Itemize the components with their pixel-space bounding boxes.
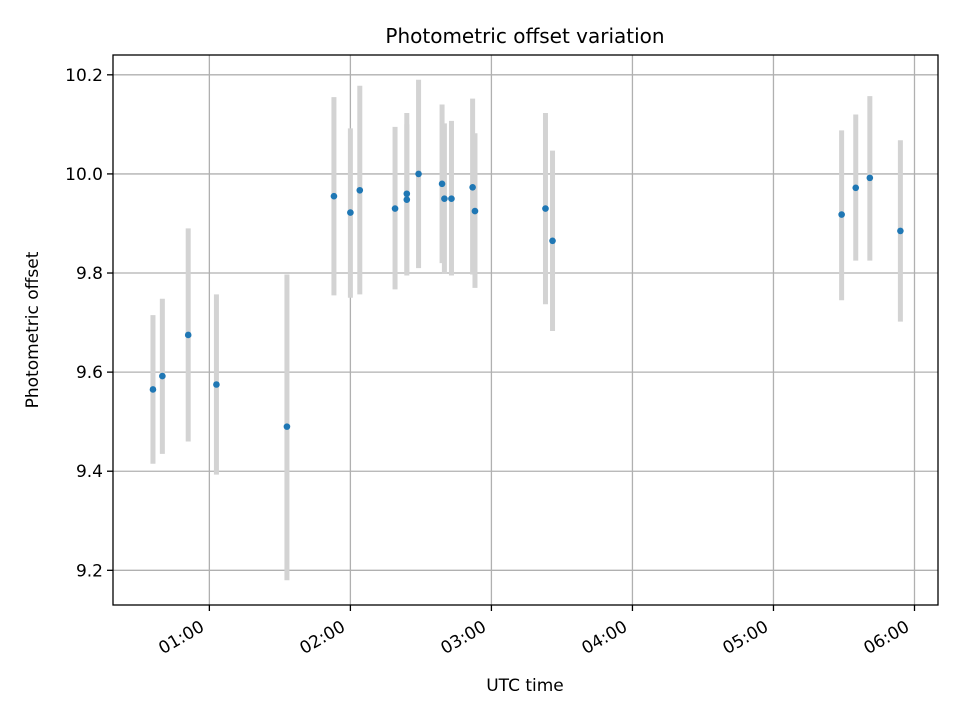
data-point bbox=[391, 205, 399, 212]
data-point bbox=[283, 423, 291, 430]
data-point bbox=[897, 227, 904, 235]
x-axis-title: UTC time bbox=[486, 676, 564, 696]
grid bbox=[113, 55, 938, 605]
data-point bbox=[852, 184, 860, 192]
y-axis: 9.2 9.4 9.6 9.8 10.0 10.2 bbox=[65, 66, 113, 581]
data-point bbox=[438, 180, 446, 188]
data-point bbox=[549, 237, 556, 245]
y-axis-title: Photometric offset bbox=[23, 251, 43, 408]
data-point bbox=[213, 381, 220, 388]
y-tick-label: 9.8 bbox=[76, 264, 103, 284]
y-tick-label: 9.4 bbox=[76, 462, 103, 482]
data-point bbox=[448, 195, 455, 202]
data-point bbox=[330, 192, 338, 200]
data-point bbox=[403, 196, 411, 203]
y-tick-label: 9.2 bbox=[76, 561, 103, 581]
data-point bbox=[159, 372, 166, 380]
data-point bbox=[347, 209, 354, 216]
data-point bbox=[471, 207, 479, 215]
data-point bbox=[469, 183, 476, 191]
plot-frame bbox=[112, 54, 939, 606]
y-tick-label: 10.0 bbox=[65, 165, 103, 185]
data-markers bbox=[149, 170, 904, 430]
y-tick-label: 9.6 bbox=[76, 363, 103, 383]
y-tick-label: 10.2 bbox=[65, 66, 103, 86]
data-point bbox=[838, 211, 845, 218]
data-point bbox=[441, 195, 448, 202]
data-point bbox=[356, 186, 364, 194]
data-point bbox=[403, 190, 411, 198]
data-point bbox=[184, 331, 192, 339]
plot-area bbox=[113, 55, 938, 605]
chart-title: Photometric offset variation bbox=[385, 24, 664, 48]
data-point bbox=[149, 386, 157, 393]
data-point bbox=[866, 174, 874, 182]
data-point bbox=[542, 205, 549, 212]
data-point bbox=[415, 170, 422, 178]
